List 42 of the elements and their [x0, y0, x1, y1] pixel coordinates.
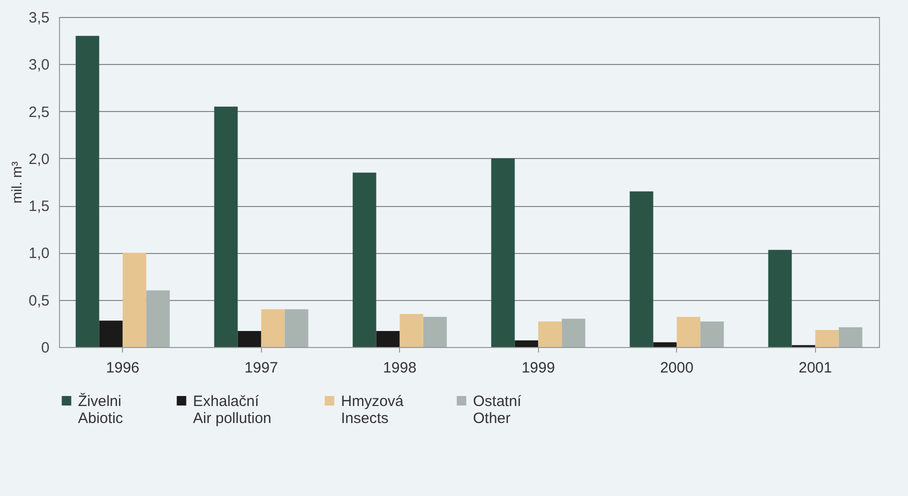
- bar: [676, 316, 700, 347]
- x-tick-label: 2000: [660, 360, 694, 376]
- legend-label: Exhalační Air pollution: [193, 392, 272, 427]
- x-tick-label: 1999: [522, 360, 555, 376]
- bar: [122, 252, 146, 347]
- y-tick-label: 3,0: [28, 56, 50, 74]
- y-tick-label: 0: [41, 340, 50, 356]
- legend-label: Živelni Abiotic: [78, 392, 124, 427]
- bar: [423, 316, 447, 347]
- bar: [99, 320, 123, 347]
- bar: [146, 290, 170, 347]
- bar: [838, 327, 862, 347]
- bar: [238, 330, 262, 347]
- y-tick-label: 2,5: [28, 104, 50, 121]
- bar: [76, 36, 100, 347]
- bar: [768, 250, 792, 347]
- bar: [653, 342, 677, 347]
- bar: [562, 318, 586, 347]
- y-tick-label: 3,5: [28, 10, 50, 26]
- legend-label: Ostatní Other: [473, 392, 522, 427]
- x-tick-label: 1996: [106, 360, 140, 376]
- y-axis-title: mil. m³: [8, 161, 25, 204]
- bar: [214, 106, 238, 347]
- bar: [700, 322, 724, 347]
- y-tick-label: 2,0: [28, 150, 50, 168]
- x-tick-label: 2001: [798, 360, 832, 376]
- bar: [630, 191, 654, 347]
- bar: [261, 309, 285, 347]
- y-tick-label: 1,5: [28, 198, 50, 216]
- bar: [514, 340, 538, 347]
- bar: [400, 314, 424, 347]
- bar: [352, 172, 376, 347]
- bar: [376, 330, 400, 347]
- bar: [491, 158, 515, 347]
- x-tick-label: 1997: [244, 360, 278, 376]
- bar: [284, 309, 308, 347]
- bar: [815, 330, 839, 347]
- bar: [538, 322, 562, 347]
- x-tick-label: 1998: [383, 360, 416, 376]
- y-tick-label: 0,5: [28, 292, 50, 310]
- y-tick-label: 1,0: [28, 245, 50, 262]
- legend-label: Hmyzová Insects: [341, 392, 404, 427]
